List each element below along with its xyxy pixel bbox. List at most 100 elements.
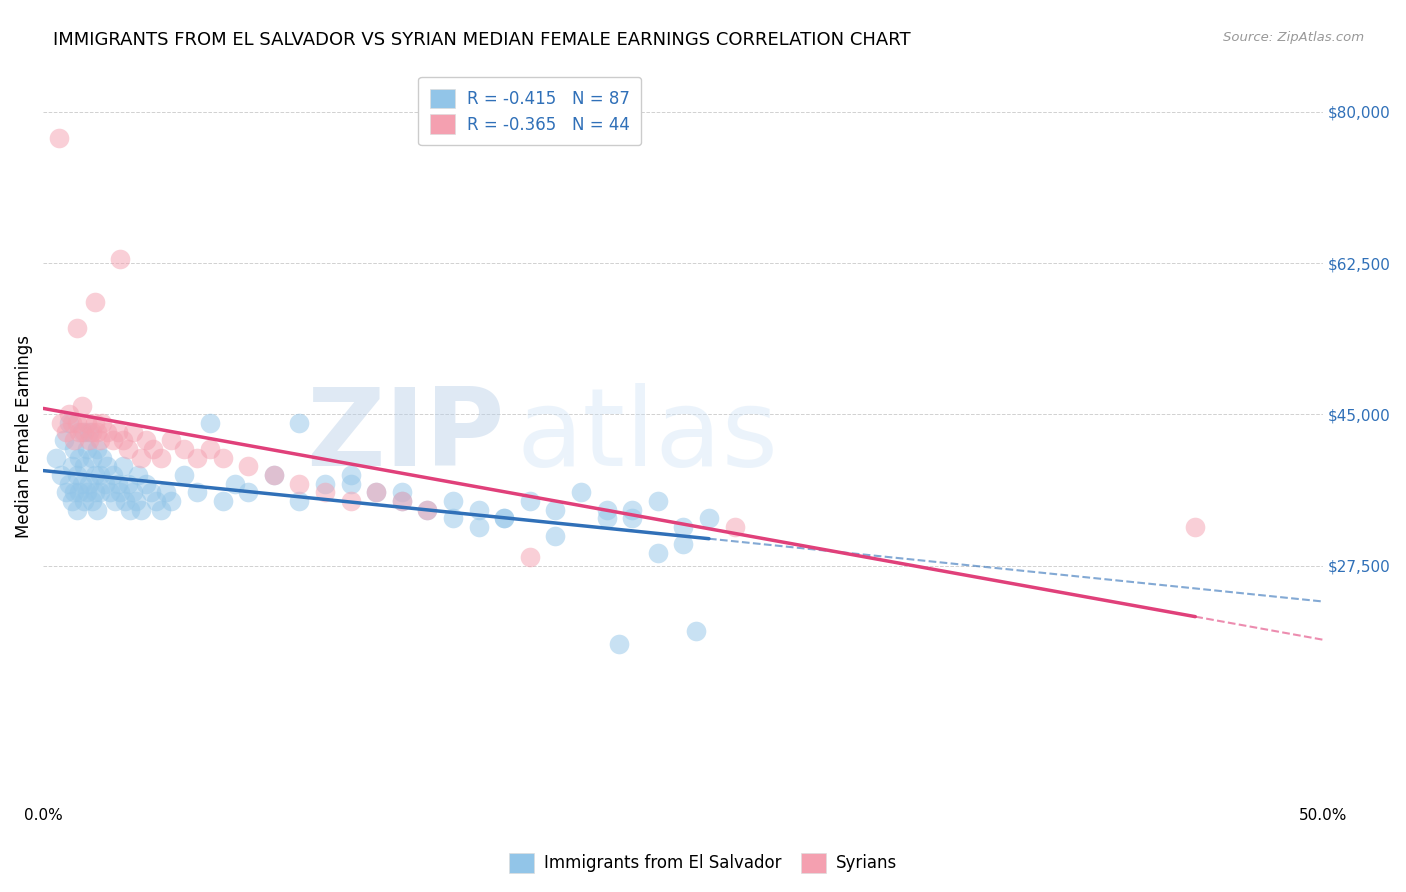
Point (101, 467, 124, 482)
Point (104, 494, 127, 508)
Point (70, 399, 93, 413)
Point (76, 485, 98, 500)
Point (107, 425, 129, 439)
Point (117, 476, 139, 491)
Point (173, 442, 195, 456)
Point (91, 450, 114, 465)
Point (621, 511, 644, 525)
Point (107, 476, 129, 491)
Point (569, 485, 592, 500)
Point (66, 502, 89, 516)
Point (114, 494, 136, 508)
Point (73, 425, 96, 439)
Point (45, 450, 67, 465)
Point (595, 511, 617, 525)
Point (467, 502, 489, 516)
Text: atlas: atlas (517, 383, 779, 489)
Point (122, 485, 145, 500)
Point (124, 494, 146, 508)
Point (60, 494, 83, 508)
Point (314, 485, 336, 500)
Point (60, 459, 83, 474)
Point (519, 550, 541, 565)
Point (76, 442, 98, 456)
Point (595, 502, 617, 516)
Point (96, 425, 118, 439)
Point (672, 520, 695, 534)
Point (89, 467, 111, 482)
Point (48, 130, 70, 145)
Point (211, 494, 233, 508)
Point (70, 476, 93, 491)
Point (544, 502, 567, 516)
Point (91, 416, 114, 430)
Point (416, 502, 439, 516)
Point (391, 494, 413, 508)
Point (150, 502, 173, 516)
Point (186, 485, 208, 500)
Point (672, 537, 695, 551)
Point (120, 502, 142, 516)
Point (198, 442, 221, 456)
Point (160, 434, 183, 448)
Point (83, 467, 105, 482)
Point (101, 434, 124, 448)
Point (145, 494, 167, 508)
Point (155, 485, 177, 500)
Point (238, 485, 260, 500)
Point (391, 485, 413, 500)
Point (127, 467, 149, 482)
Point (647, 494, 669, 508)
Point (723, 520, 745, 534)
Point (83, 295, 105, 310)
Point (108, 252, 131, 266)
Point (67, 485, 90, 500)
Point (186, 450, 208, 465)
Point (391, 494, 413, 508)
Point (51, 416, 73, 430)
Point (86, 425, 108, 439)
Point (366, 485, 388, 500)
Text: Source: ZipAtlas.com: Source: ZipAtlas.com (1223, 31, 1364, 45)
Point (339, 467, 361, 482)
Point (238, 459, 260, 474)
Point (129, 450, 152, 465)
Point (135, 476, 157, 491)
Point (494, 511, 516, 525)
Point (79, 476, 101, 491)
Point (198, 416, 221, 430)
Point (60, 416, 83, 430)
Point (139, 485, 162, 500)
Y-axis label: Median Female Earnings: Median Female Earnings (15, 334, 32, 538)
Point (263, 467, 285, 482)
Point (58, 408, 80, 422)
Point (73, 459, 96, 474)
Point (621, 502, 644, 516)
Point (142, 442, 165, 456)
Point (51, 467, 73, 482)
Point (609, 637, 631, 651)
Point (63, 485, 86, 500)
Point (224, 476, 246, 491)
Point (467, 520, 489, 534)
Point (441, 494, 464, 508)
Point (79, 425, 101, 439)
Point (416, 502, 439, 516)
Point (70, 425, 93, 439)
Point (111, 434, 134, 448)
Point (94, 476, 117, 491)
Point (66, 321, 89, 335)
Point (63, 442, 86, 456)
Point (519, 494, 541, 508)
Point (55, 425, 77, 439)
Point (122, 425, 145, 439)
Point (58, 416, 80, 430)
Point (647, 546, 669, 560)
Point (55, 485, 77, 500)
Point (1184, 520, 1206, 534)
Point (366, 485, 388, 500)
Point (67, 425, 90, 439)
Point (135, 434, 157, 448)
Point (339, 476, 361, 491)
Point (66, 416, 89, 430)
